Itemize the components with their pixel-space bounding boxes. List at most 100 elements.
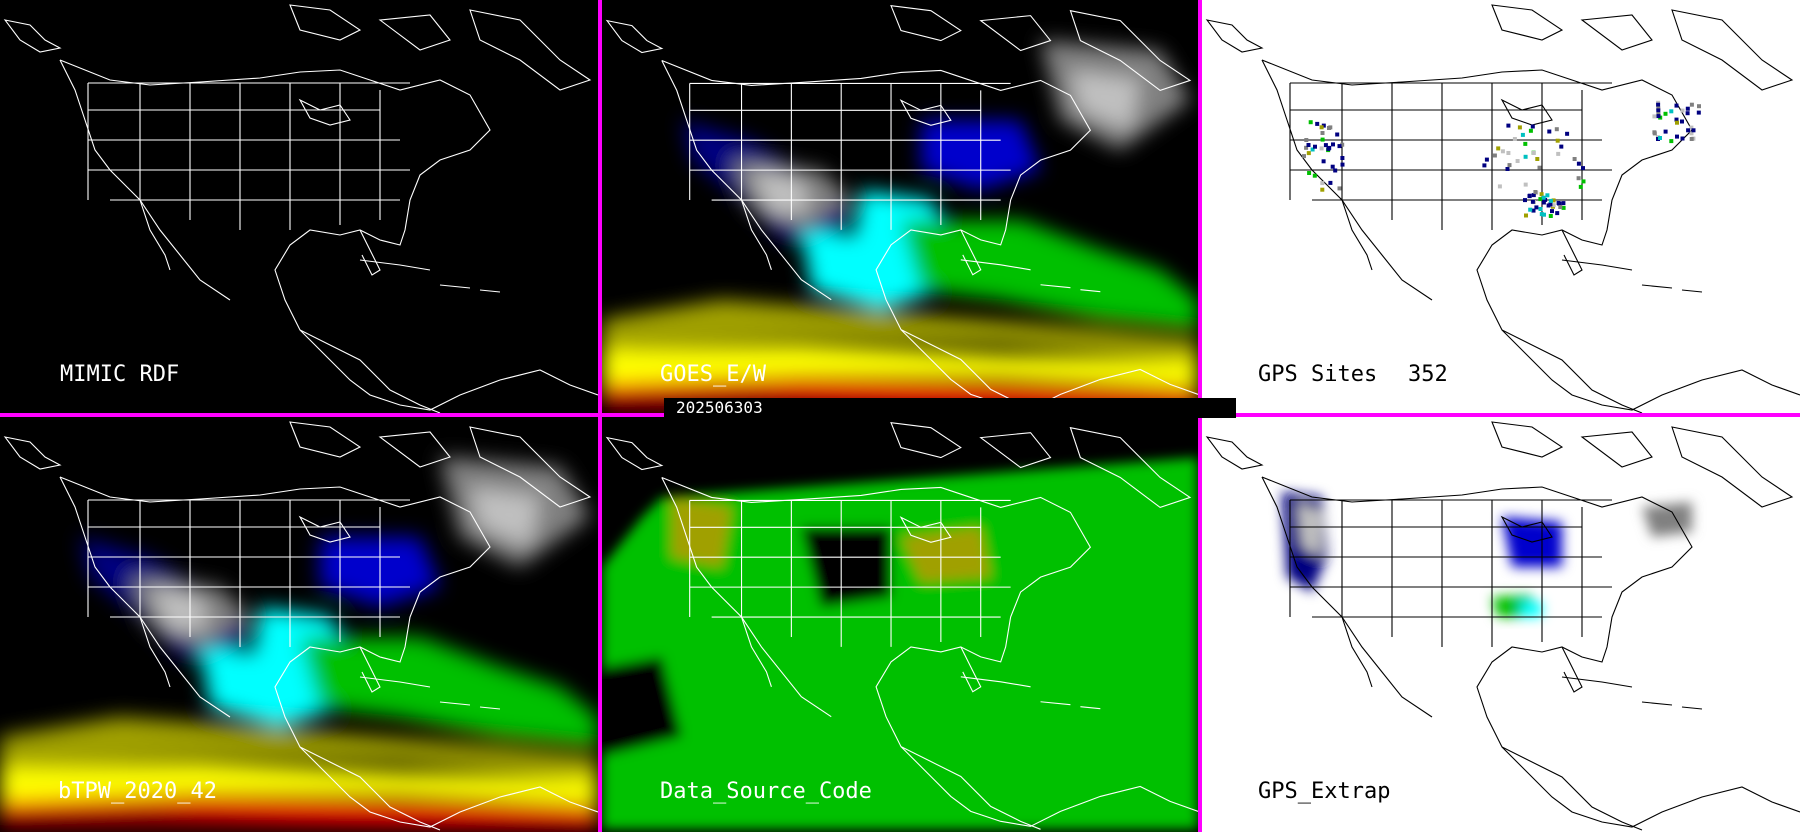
gps-site-marker [1551, 198, 1556, 203]
gps-site-marker [1555, 138, 1560, 143]
gps-site-markers [1302, 100, 1701, 218]
source-map [602, 417, 1198, 832]
gps-site-marker [1663, 129, 1668, 134]
gps-site-marker [1675, 134, 1679, 139]
gps-site-marker [1534, 205, 1539, 210]
gps-site-marker [1545, 193, 1550, 198]
timestamp-bar: 202506303 [664, 398, 1236, 418]
gps-site-marker [1576, 176, 1581, 181]
gps-site-marker [1550, 209, 1554, 214]
gps-site-marker [1652, 114, 1657, 119]
gps-site-marker [1539, 212, 1544, 217]
gps-site-marker [1548, 214, 1553, 218]
gps-site-marker [1340, 142, 1345, 147]
gps-site-marker [1492, 153, 1497, 158]
panel-mimic-rdf: MIMIC RDF [0, 0, 598, 413]
gps-site-marker [1496, 146, 1501, 151]
gps-site-marker [1543, 197, 1548, 202]
extrap-map [1202, 417, 1800, 832]
gps-site-marker [1658, 136, 1662, 140]
gps-site-marker [1554, 127, 1559, 132]
gps-site-marker [1528, 128, 1533, 133]
gps-site-marker [1669, 139, 1674, 144]
gps-site-marker [1551, 203, 1556, 208]
gps-site-marker [1319, 125, 1324, 130]
gps-site-marker [1330, 164, 1335, 169]
panel-label: GOES_E/W [660, 362, 766, 387]
gps-site-marker [1313, 144, 1317, 149]
gps-site-marker [1537, 165, 1542, 170]
gps-site-marker [1656, 108, 1661, 113]
gps-site-marker [1327, 126, 1331, 130]
gps-site-marker [1669, 109, 1674, 114]
gps-site-marker [1561, 201, 1566, 206]
gps-site-marker [1506, 151, 1511, 155]
gps-site-marker [1333, 168, 1338, 173]
gps-site-marker [1689, 125, 1694, 130]
gps-site-marker [1689, 102, 1694, 107]
gps-site-marker [1302, 154, 1306, 159]
gps-site-marker [1319, 146, 1324, 151]
panel-data-source: Data_Source_Code [602, 417, 1198, 832]
gps-site-marker [1505, 167, 1510, 171]
gps-site-marker [1484, 157, 1489, 162]
gps-site-marker [1576, 161, 1581, 166]
gps-site-marker [1572, 157, 1577, 161]
gps-site-marker [1331, 142, 1335, 147]
gps-site-marker [1689, 131, 1694, 136]
gps-site-marker [1320, 137, 1325, 142]
gps-site-marker [1531, 208, 1536, 213]
gps-site-marker [1335, 132, 1340, 137]
gps-site-marker [1541, 200, 1546, 205]
gps-site-marker [1680, 119, 1684, 124]
gps-site-marker [1497, 184, 1502, 189]
gps-site-marker [1306, 151, 1311, 156]
gps-site-marker [1548, 198, 1553, 203]
panel-label: bTPW_2020_42 [58, 779, 217, 804]
tpw-map [602, 0, 1198, 413]
gps-site-marker [1680, 136, 1685, 141]
gps-site-marker [1558, 205, 1563, 209]
gps-site-marker [1327, 145, 1332, 150]
panel-label: MIMIC RDF [60, 362, 180, 387]
panel-gps-sites: GPS Sites 352 [1202, 0, 1800, 413]
gps-site-marker [1680, 108, 1685, 113]
site-count: 352 [1408, 362, 1448, 387]
gps-site-marker [1337, 186, 1342, 191]
gps-site-marker [1556, 201, 1561, 205]
gps-site-marker [1559, 144, 1564, 149]
panel-goes: GOES_E/W [602, 0, 1198, 413]
gps-site-marker [1524, 213, 1528, 218]
gps-site-marker [1321, 159, 1326, 164]
gps-site-marker [1515, 159, 1520, 163]
gps-site-marker [1663, 111, 1668, 116]
gps-site-marker [1320, 181, 1325, 186]
gps-site-marker [1523, 141, 1528, 146]
gps-site-marker [1304, 145, 1309, 150]
gps-site-marker [1517, 125, 1522, 130]
gps-site-marker [1337, 144, 1342, 149]
gps-site-marker [1539, 192, 1544, 197]
tpw-map [0, 417, 598, 832]
panel-label: GPS_Extrap [1258, 779, 1391, 804]
gps-site-marker [1320, 187, 1325, 192]
gps-site-marker [1321, 123, 1326, 128]
gps-site-marker [1697, 104, 1701, 109]
gps-site-marker [1656, 114, 1661, 119]
gps-site-marker [1500, 149, 1505, 154]
gps-site-marker [1675, 120, 1679, 125]
gps-site-marker [1696, 110, 1701, 115]
gps-site-marker [1691, 128, 1696, 133]
gps-site-marker [1312, 173, 1317, 178]
gps-site-marker [1531, 193, 1536, 198]
gps-site-marker [1306, 143, 1311, 147]
gps-site-marker [1328, 180, 1333, 185]
gps-site-marker [1320, 131, 1325, 135]
gps-site-marker [1304, 138, 1309, 142]
gps-site-marker [1528, 207, 1533, 212]
gps-site-marker [1523, 154, 1528, 159]
gps-site-marker [1538, 207, 1543, 211]
gps-site-marker [1686, 128, 1691, 133]
gps-site-marker [1512, 137, 1517, 141]
